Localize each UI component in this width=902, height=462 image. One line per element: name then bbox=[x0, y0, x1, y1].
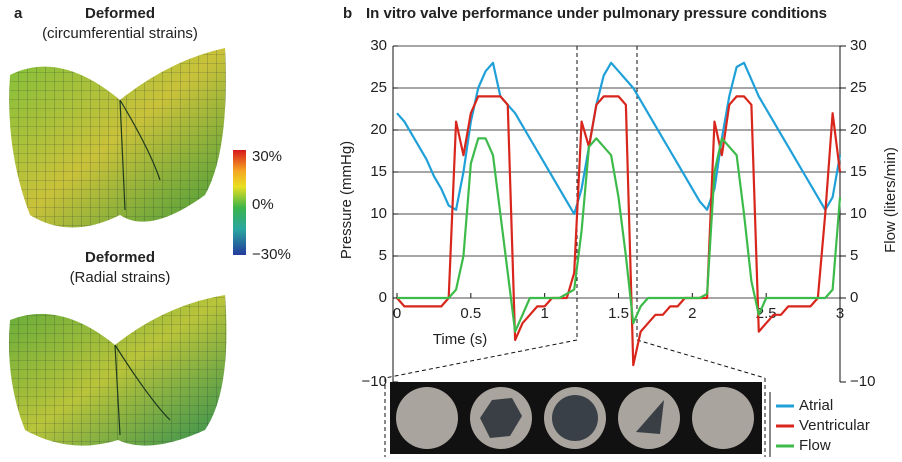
y-tick-label: −10 bbox=[362, 373, 387, 390]
valve-bottom bbox=[9, 295, 227, 446]
y2-tick-label: 5 bbox=[850, 247, 858, 264]
legend-label: Flow bbox=[799, 437, 831, 454]
y-tick-label: 0 bbox=[379, 289, 387, 306]
valve-images bbox=[390, 382, 762, 454]
y2-axis-label: Flow (liters/min) bbox=[882, 147, 899, 253]
panel-subtitle: (Radial strains) bbox=[70, 269, 171, 286]
x-tick-label: 0.5 bbox=[460, 305, 481, 322]
x-tick-label: 2 bbox=[688, 305, 696, 322]
panel-subtitle: (circumferential strains) bbox=[42, 25, 198, 42]
colorbar-label: 30% bbox=[252, 148, 282, 165]
y-tick-label: 5 bbox=[379, 247, 387, 264]
series-line bbox=[396, 61, 842, 216]
panel-title: Deformed bbox=[85, 249, 155, 266]
y2-tick-label: 30 bbox=[850, 37, 867, 54]
y-axis-label: Pressure (mmHg) bbox=[338, 141, 355, 259]
y2-tick-label: 20 bbox=[850, 121, 867, 138]
x-tick-label: 1.5 bbox=[608, 305, 629, 322]
y-tick-label: 30 bbox=[370, 37, 387, 54]
panel-title: Deformed bbox=[85, 5, 155, 22]
y-tick-label: 10 bbox=[370, 205, 387, 222]
legend-label: Atrial bbox=[799, 397, 833, 414]
y2-tick-label: 10 bbox=[850, 205, 867, 222]
y2-tick-label: −10 bbox=[850, 373, 875, 390]
legend-label: Ventricular bbox=[799, 417, 870, 434]
y2-tick-label: 0 bbox=[850, 289, 858, 306]
chart-title: In vitro valve performance under pulmona… bbox=[366, 5, 827, 22]
x-tick-label: 3 bbox=[836, 305, 844, 322]
panel-letter: b bbox=[343, 5, 352, 22]
colorbar-label: −30% bbox=[252, 246, 291, 263]
panel-letter: a bbox=[14, 5, 23, 22]
y-tick-label: 20 bbox=[370, 121, 387, 138]
y-tick-label: 25 bbox=[370, 79, 387, 96]
y2-tick-label: 25 bbox=[850, 79, 867, 96]
valve-top bbox=[9, 48, 226, 228]
colorbar-label: 0% bbox=[252, 196, 274, 213]
y-tick-label: 15 bbox=[370, 163, 387, 180]
x-axis-label: Time (s) bbox=[433, 331, 487, 348]
x-tick-label: 1 bbox=[540, 305, 548, 322]
series-line bbox=[397, 137, 842, 333]
x-tick-label: 0 bbox=[393, 305, 401, 322]
colorbar bbox=[233, 150, 246, 255]
y2-tick-label: 15 bbox=[850, 163, 867, 180]
series-line bbox=[396, 95, 842, 367]
